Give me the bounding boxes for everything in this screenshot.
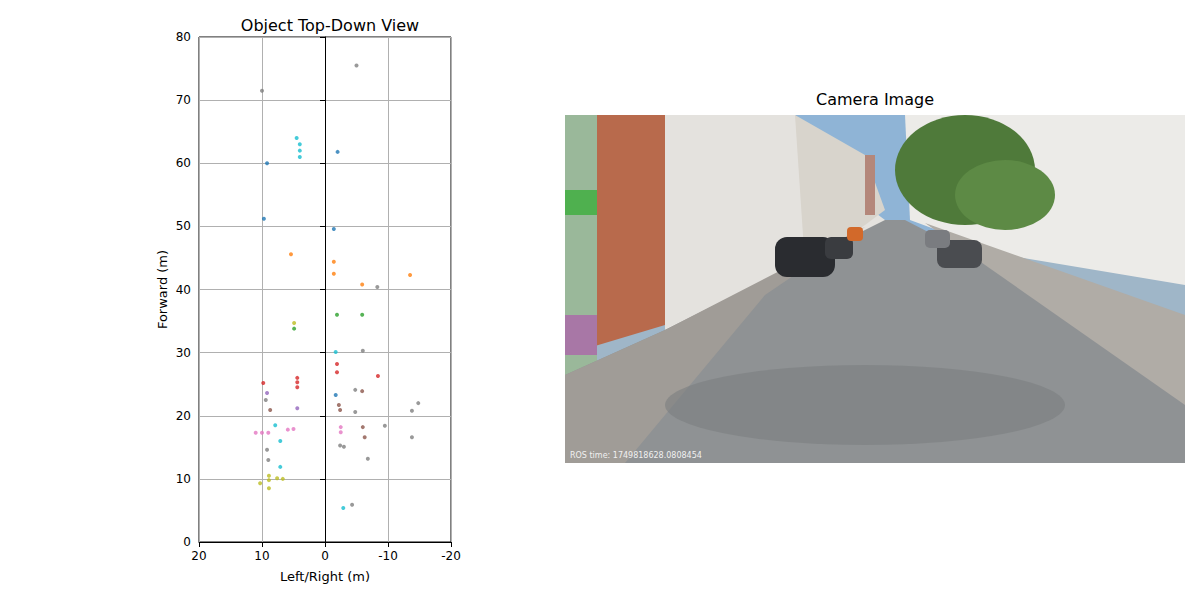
svg-text:20: 20 [191, 549, 206, 563]
svg-text:0: 0 [183, 535, 191, 549]
svg-text:0: 0 [321, 549, 329, 563]
svg-text:Left/Right (m): Left/Right (m) [280, 569, 370, 584]
html-text:Camera Image: Camera Image [816, 90, 934, 109]
svg-text:30: 30 [176, 346, 191, 360]
svg-text:10: 10 [254, 549, 269, 563]
svg-text:80: 80 [176, 30, 191, 44]
svg-text:Forward (m): Forward (m) [155, 250, 170, 329]
svg-text:10: 10 [176, 472, 191, 486]
html-text:ROS time: 1749818628.0808454: ROS time: 1749818628.0808454 [570, 451, 702, 460]
svg-text:Object Top-Down View: Object Top-Down View [241, 16, 419, 35]
svg-text:60: 60 [176, 156, 191, 170]
svg-text:50: 50 [176, 219, 191, 233]
svg-text:-20: -20 [441, 549, 461, 563]
svg-text:-10: -10 [378, 549, 398, 563]
svg-text:70: 70 [176, 93, 191, 107]
svg-text:20: 20 [176, 409, 191, 423]
svg-text:40: 40 [176, 283, 191, 297]
